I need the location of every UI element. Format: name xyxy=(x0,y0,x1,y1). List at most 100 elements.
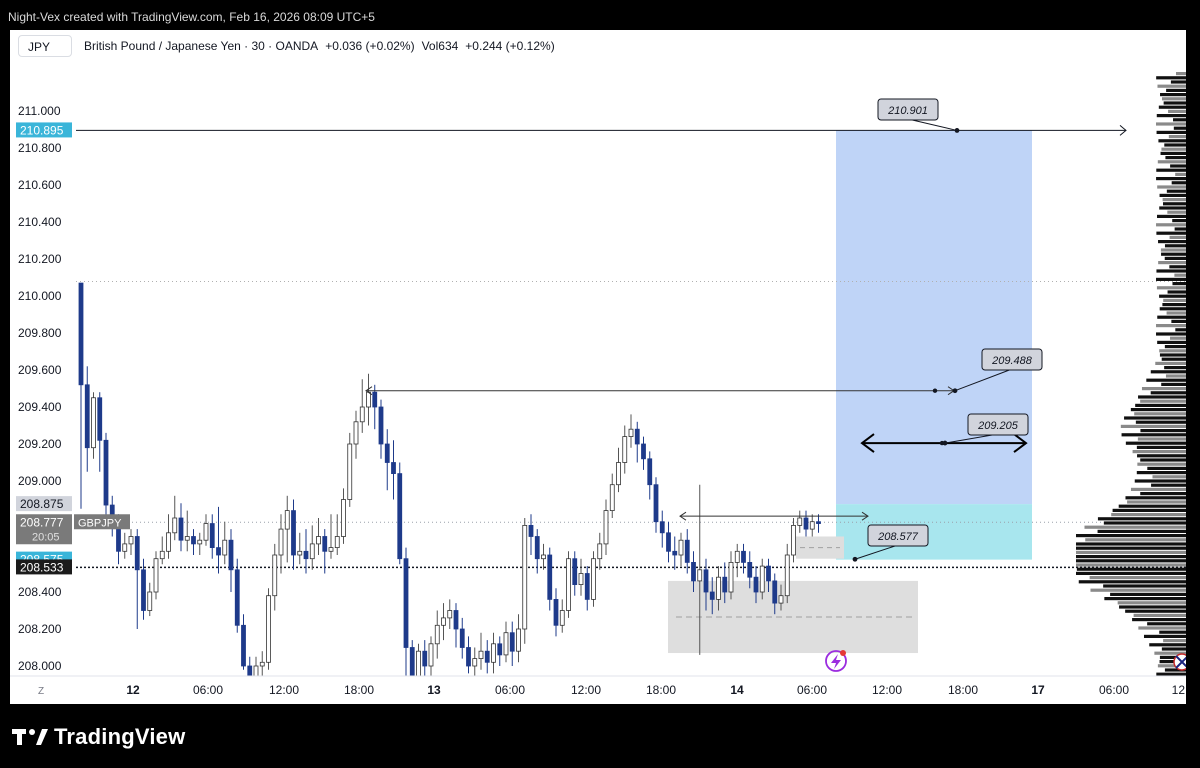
callout-label: 209.205 xyxy=(977,420,1019,432)
volume-profile-bar xyxy=(1104,597,1186,601)
candle-body xyxy=(572,558,578,586)
volume-profile-bar xyxy=(1124,416,1186,420)
candle-body xyxy=(803,517,809,530)
currency-selector[interactable]: JPY xyxy=(18,35,72,57)
volume-profile-bar xyxy=(1103,521,1186,525)
volume-profile-bar xyxy=(1156,269,1186,273)
candle-body xyxy=(684,539,690,563)
volume-profile-bar xyxy=(1170,80,1186,84)
candle-body xyxy=(784,554,790,597)
price-axis-label: 210.800 xyxy=(18,141,62,155)
candle-body xyxy=(397,473,403,560)
candle-body xyxy=(616,462,621,486)
volume-profile-bar xyxy=(1167,210,1186,214)
volume-profile-bar xyxy=(1137,462,1186,466)
candle-body xyxy=(278,528,284,556)
volume-profile-bar xyxy=(1158,240,1186,244)
callout-box xyxy=(867,524,929,547)
symbol-name[interactable]: British Pound / Japanese Yen xyxy=(84,39,241,53)
time-axis-label: 18:00 xyxy=(948,683,978,697)
flag-icon-cross xyxy=(1175,655,1186,669)
price-chart[interactable]: 210.901 209.488 209.205 208.577 211.000 210.8… xyxy=(10,30,1186,704)
brand-name: TradingView xyxy=(54,724,186,749)
interval-label[interactable]: 30 xyxy=(251,39,265,53)
candle-body xyxy=(197,539,203,545)
candle-body xyxy=(209,523,215,548)
volume-profile-bar xyxy=(1156,223,1186,227)
volume-profile-bar xyxy=(1143,634,1186,638)
candle-body xyxy=(478,650,484,660)
callout-label: 210.901 xyxy=(887,105,928,117)
volume-profile-bar xyxy=(1157,315,1186,319)
volume-profile-bar xyxy=(1097,529,1186,533)
candle-body xyxy=(728,562,734,593)
time-axis-bg xyxy=(10,676,1186,704)
volume-profile-bar xyxy=(1161,357,1186,361)
candle-body xyxy=(459,628,465,648)
candle-body xyxy=(516,628,521,652)
target-ray-arrow xyxy=(1119,125,1127,136)
candle-body xyxy=(722,576,728,593)
price-axis-label: 208.000 xyxy=(18,659,62,673)
callout-box xyxy=(981,348,1043,371)
volume-profile-bar xyxy=(1172,282,1186,286)
time-axis-label: 12:00 xyxy=(269,683,299,697)
candle-body xyxy=(753,576,759,593)
volume-profile-bar xyxy=(1156,177,1186,181)
volume-profile-bar xyxy=(1157,214,1186,218)
volume-profile-bar xyxy=(1170,336,1186,340)
bar-countdown: 20:05 xyxy=(32,531,60,543)
candle-body xyxy=(141,569,146,611)
volume-profile-bar xyxy=(1125,496,1186,500)
volume-profile-bar xyxy=(1159,206,1186,210)
candle-body xyxy=(634,428,640,445)
candle-body xyxy=(553,599,559,626)
zoom-reset-button[interactable]: Z xyxy=(38,686,44,697)
volume-profile-bar xyxy=(1176,72,1186,76)
volume-profile-bar xyxy=(1162,198,1186,202)
candle-body xyxy=(691,562,696,582)
candle-body xyxy=(191,536,196,545)
candle-body xyxy=(603,510,609,545)
volume-profile-bar xyxy=(1146,378,1186,382)
price-axis-label: 209.800 xyxy=(18,326,62,340)
volume-profile-bar xyxy=(1154,651,1186,655)
volume-profile-bar xyxy=(1175,172,1186,176)
volume-profile-bar xyxy=(1133,613,1186,617)
volume-profile-bar xyxy=(1119,605,1186,609)
volume-profile-bar xyxy=(1157,664,1186,668)
candle-body xyxy=(466,647,471,667)
volume-profile-bar xyxy=(1076,550,1186,554)
volume-profile-bar xyxy=(1161,382,1186,386)
candle-body xyxy=(172,517,178,534)
volume-profile-bar xyxy=(1112,508,1186,512)
candle-body xyxy=(222,539,228,556)
candle-body xyxy=(628,428,634,438)
lightning-icon-dot xyxy=(840,650,846,656)
volume-profile-bar xyxy=(1159,349,1186,353)
candle-body xyxy=(428,643,434,667)
volume-profile-bar xyxy=(1130,408,1186,412)
time-axis-label: 06:00 xyxy=(193,683,223,697)
price-tag xyxy=(16,496,72,512)
volume-change: +0.244 (+0.12%) xyxy=(465,39,555,53)
volume-profile-bar xyxy=(1103,584,1186,588)
candle-body xyxy=(122,543,128,552)
candle-body xyxy=(359,406,365,423)
lightning-icon[interactable] xyxy=(825,650,847,672)
swing-high-anchor xyxy=(932,388,938,393)
candle-body xyxy=(297,550,303,556)
candle-body xyxy=(103,439,109,506)
callout-anchor xyxy=(852,556,858,562)
plot-area xyxy=(76,72,1186,676)
candle-body xyxy=(253,665,259,676)
volume-profile-bar xyxy=(1160,93,1186,97)
volume-profile-bar xyxy=(1163,639,1186,643)
symbol-tag xyxy=(74,514,130,530)
chart-frame: 210.901 209.488 209.205 208.577 211.000 210.8… xyxy=(10,30,1186,704)
candle-body xyxy=(166,532,171,552)
price-axis-label: 210.400 xyxy=(18,215,62,229)
volume-profile-bar xyxy=(1173,118,1186,122)
volume-profile-bar xyxy=(1161,147,1186,151)
volume-profile-bar xyxy=(1156,277,1186,281)
